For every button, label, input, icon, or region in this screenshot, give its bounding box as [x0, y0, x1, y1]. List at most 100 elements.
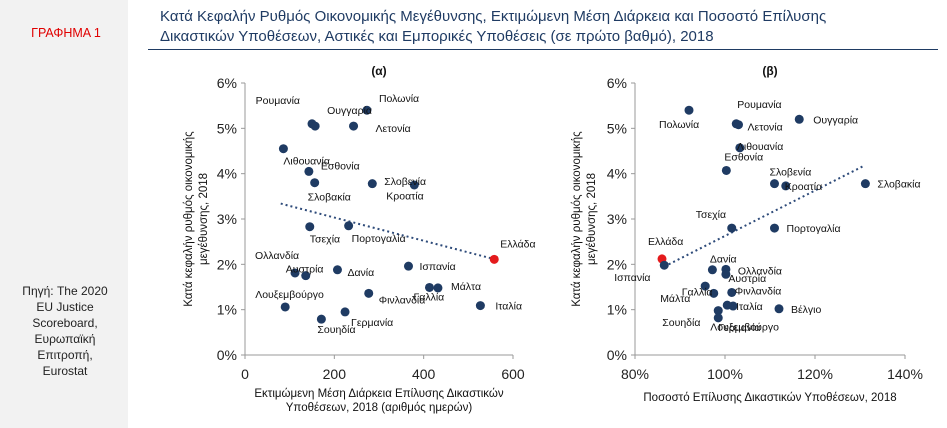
- data-point: [310, 121, 320, 131]
- y-axis-label: Κατά κεφαλήν ρυθμός οικονομικής: [183, 131, 195, 307]
- data-point-label: Πολωνία: [379, 93, 419, 105]
- data-point: [316, 314, 326, 324]
- data-point: [362, 105, 372, 115]
- y-tick-label: 3%: [607, 211, 627, 227]
- figure-title-line1: Κατά Κεφαλήν Ρυθμός Οικονομικής Μεγέθυνσ…: [160, 8, 827, 25]
- x-axis-label-line2: Υποθέσεων, 2018 (αριθμός ημερών): [286, 402, 473, 414]
- data-point-label: Λετονία: [376, 123, 411, 135]
- data-point-label: Πορτογαλία: [787, 223, 841, 235]
- data-point-label: Δανία: [347, 267, 374, 279]
- data-point: [721, 269, 731, 279]
- data-point-label: Πορτογαλία: [352, 233, 406, 245]
- data-point: [860, 179, 870, 189]
- left-panel: ΓΡΑΦΗΜΑ 1 Πηγή: The 2020 EU Justice Scor…: [0, 0, 128, 428]
- data-point-label: Ελλάδα: [648, 236, 683, 248]
- data-point-label: Λιθουανία: [283, 156, 330, 168]
- data-point: [364, 288, 374, 298]
- data-point: [280, 302, 290, 312]
- data-point-label: Κροατία: [785, 181, 822, 193]
- data-point: [727, 223, 737, 233]
- data-point-label: Αυστρία: [728, 273, 766, 285]
- data-point: [290, 268, 300, 278]
- data-point: [781, 181, 791, 191]
- x-tick-label: 400: [412, 366, 436, 382]
- data-point-label: Λουξεμβούργο: [255, 289, 324, 301]
- data-point: [707, 265, 717, 275]
- data-point: [403, 261, 413, 271]
- data-point-label: Φινλανδία: [735, 285, 782, 297]
- y-tick-label: 4%: [217, 166, 237, 182]
- data-point-label: Ισπανία: [614, 272, 650, 284]
- x-tick-label: 120%: [797, 366, 833, 382]
- data-point: [713, 306, 723, 316]
- data-point-label: Λουξεμβούργο: [710, 322, 779, 334]
- data-point-label: Βέλγιο: [791, 304, 822, 316]
- data-point-label: Σλοβακία: [877, 179, 920, 191]
- data-point: [349, 121, 359, 131]
- data-point: [475, 301, 485, 311]
- data-point-label: Γαλλία: [413, 291, 444, 303]
- y-tick-label: 2%: [607, 256, 627, 272]
- data-point-label: Σουηδία: [662, 317, 700, 329]
- figure-label: ΓΡΑΦΗΜΑ 1: [31, 26, 101, 40]
- data-point: [684, 105, 694, 115]
- data-point: [727, 287, 737, 297]
- data-point: [659, 260, 669, 270]
- y-tick-label: 0%: [217, 347, 237, 363]
- data-point: [310, 178, 320, 188]
- data-point-label: Ρουμανία: [256, 95, 300, 107]
- data-point-label: Ολλανδία: [255, 250, 299, 262]
- data-point: [409, 180, 419, 190]
- trend-line: [280, 202, 496, 261]
- y-tick-label: 5%: [217, 120, 237, 136]
- data-point: [770, 223, 779, 233]
- data-point: [424, 282, 434, 292]
- figure-title: Κατά Κεφαλήν Ρυθμός Οικονομικής Μεγέθυνσ…: [160, 7, 940, 47]
- x-tick-label: 100%: [707, 366, 743, 382]
- data-point: [304, 166, 314, 176]
- data-point-label: Εσθονία: [321, 160, 360, 172]
- data-point-label: Σλοβακία: [308, 192, 351, 204]
- data-point: [332, 265, 342, 275]
- data-point: [774, 304, 784, 314]
- data-point: [489, 254, 499, 264]
- data-point-label: Ουγγαρία: [327, 105, 372, 117]
- data-point: [367, 179, 377, 189]
- data-point: [340, 307, 350, 317]
- panel-title: (α): [371, 64, 386, 78]
- data-point-label: Φινλανδία: [379, 294, 426, 306]
- y-tick-label: 4%: [607, 166, 627, 182]
- x-tick-label: 140%: [887, 366, 923, 382]
- data-point: [770, 179, 779, 189]
- y-tick-label: 1%: [607, 302, 627, 318]
- y-tick-label: 5%: [607, 120, 627, 136]
- y-tick-label: 1%: [217, 302, 237, 318]
- data-point-label: Σλοβενία: [770, 167, 812, 179]
- y-tick-label: 6%: [217, 75, 237, 91]
- data-point-label: Δανία: [710, 253, 737, 265]
- data-point-label: Μάλτα: [660, 293, 690, 305]
- data-point: [713, 313, 723, 323]
- data-point-label: Κροατία: [386, 191, 423, 203]
- figure-title-line2: Δικαστικών Υποθέσεων, Αστικές και Εμπορι…: [160, 28, 714, 45]
- data-point-label: Εσθονία: [724, 151, 763, 163]
- y-axis-label-line2: μεγέθυνσης, 2018: [198, 173, 210, 265]
- x-tick-label: 80%: [621, 366, 649, 382]
- data-point-label: Λετονία: [748, 122, 783, 134]
- data-point-label: Ιταλία: [736, 301, 763, 313]
- data-point: [734, 120, 743, 130]
- source-note: Πηγή: The 2020 EU Justice Scoreboard, Ευ…: [22, 284, 108, 378]
- panel-title: (β): [762, 64, 777, 78]
- y-tick-label: 2%: [217, 256, 237, 272]
- data-point-label: Σλοβενία: [384, 176, 426, 188]
- x-axis-label: Ποσοστό Επίλυσης Δικαστικών Υποθέσεων, 2…: [643, 392, 896, 404]
- data-point-label: Ιταλία: [495, 301, 522, 313]
- y-tick-label: 6%: [607, 75, 627, 91]
- data-point-label: Σουηδία: [317, 324, 355, 336]
- data-point-label: Τσεχία: [310, 234, 340, 246]
- trend-line: [663, 164, 865, 268]
- data-point: [794, 114, 804, 124]
- y-tick-label: 0%: [607, 347, 627, 363]
- data-point: [433, 283, 443, 293]
